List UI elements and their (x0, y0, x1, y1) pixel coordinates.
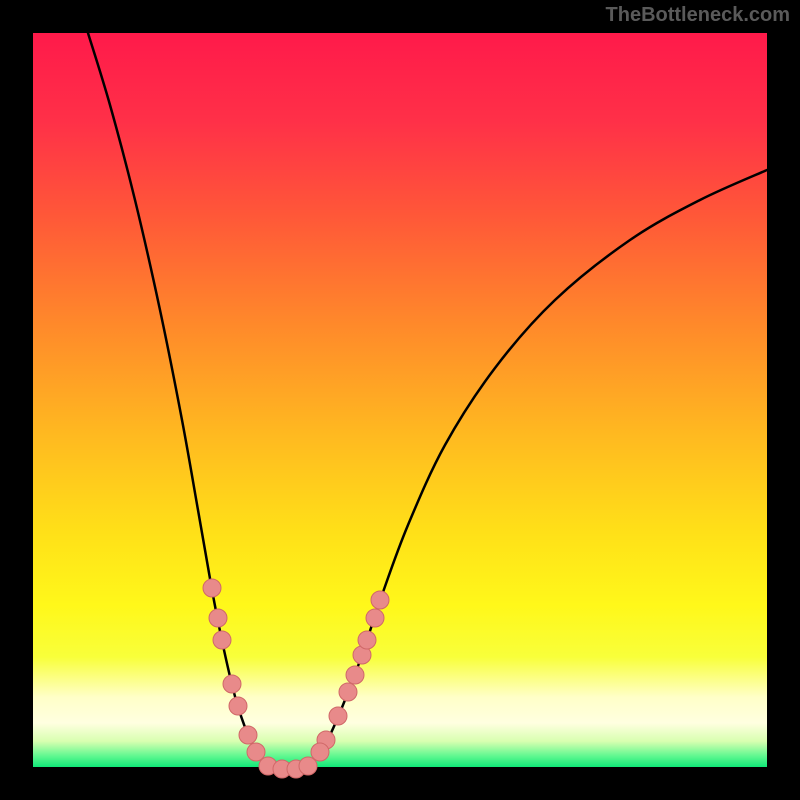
right-branch-marker (358, 631, 376, 649)
left-branch-marker (203, 579, 221, 597)
left-branch-marker (209, 609, 227, 627)
right-branch-marker (366, 609, 384, 627)
left-branch-marker (247, 743, 265, 761)
right-branch-marker (311, 743, 329, 761)
right-branch-marker (339, 683, 357, 701)
plot-background (33, 33, 767, 767)
left-branch-marker (213, 631, 231, 649)
left-branch-marker (229, 697, 247, 715)
right-branch-marker (346, 666, 364, 684)
chart-container: TheBottleneck.com (0, 0, 800, 800)
left-branch-marker (223, 675, 241, 693)
right-branch-marker (329, 707, 347, 725)
right-branch-marker (371, 591, 389, 609)
watermark-text: TheBottleneck.com (606, 4, 790, 27)
bottom-marker (299, 757, 317, 775)
bottleneck-chart (0, 0, 800, 800)
left-branch-marker (239, 726, 257, 744)
